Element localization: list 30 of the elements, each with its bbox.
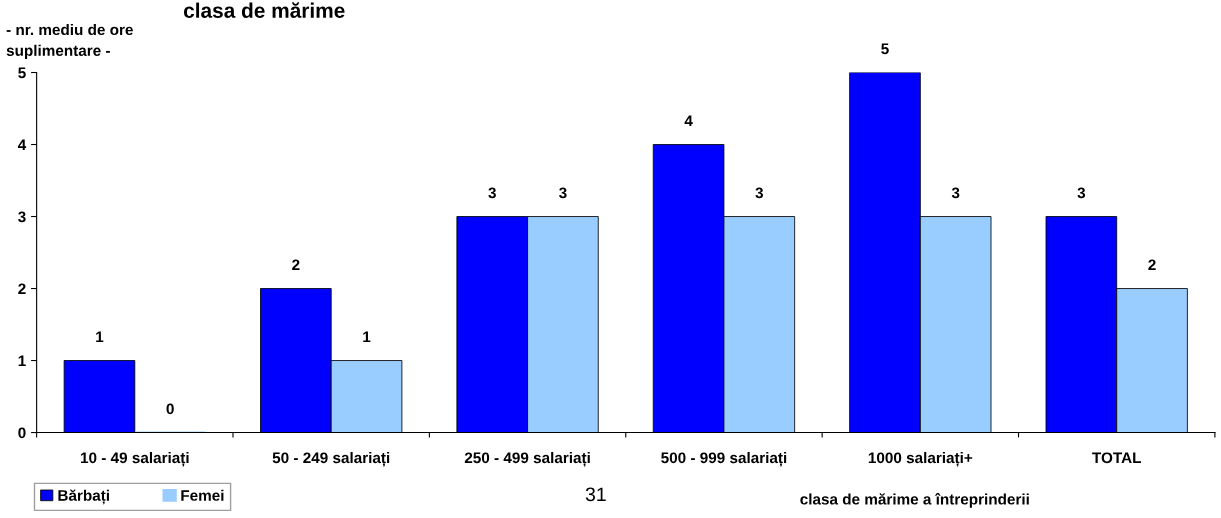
data-label: 2 xyxy=(292,259,300,271)
x-tick-label: 250 - 499 salariați xyxy=(464,451,590,467)
data-label: 3 xyxy=(951,187,960,199)
data-label: 3 xyxy=(1077,187,1086,199)
data-label: 0 xyxy=(166,403,174,415)
y-tick-label: 5 xyxy=(18,67,26,79)
chart-title: clasa de mărime xyxy=(183,2,345,18)
y-tick-label: 3 xyxy=(18,211,26,223)
y-tick-label: 0 xyxy=(18,427,26,439)
y-tick-label: 2 xyxy=(18,283,26,295)
legend-label: Bărbați xyxy=(58,489,109,505)
text: 31 xyxy=(585,487,606,502)
x-tick-label: 10 - 49 salariați xyxy=(81,451,189,467)
x-tick-label: 1000 salariați+ xyxy=(868,451,973,467)
data-label: 5 xyxy=(881,43,889,55)
x-tick-label: TOTAL xyxy=(1092,452,1141,464)
x-tick-label: 50 - 249 salariați xyxy=(272,451,390,467)
y-tick-label: 4 xyxy=(17,139,27,151)
data-label: 1 xyxy=(96,331,104,343)
y-tick-label: 1 xyxy=(18,355,26,367)
legend-label: Femei xyxy=(181,489,224,501)
data-label: 3 xyxy=(559,187,567,199)
data-label: 4 xyxy=(684,115,693,127)
data-label: 2 xyxy=(1148,259,1156,271)
x-tick-label: 500 - 999 salariați xyxy=(661,451,787,467)
data-label: 3 xyxy=(755,187,763,199)
x-axis-title: clasa de mărime a întreprinderii xyxy=(800,493,1029,508)
data-label: 1 xyxy=(363,331,371,343)
data-label: 3 xyxy=(488,187,496,199)
y-axis-title: - nr. mediu de ore suplimentare - xyxy=(6,23,133,59)
